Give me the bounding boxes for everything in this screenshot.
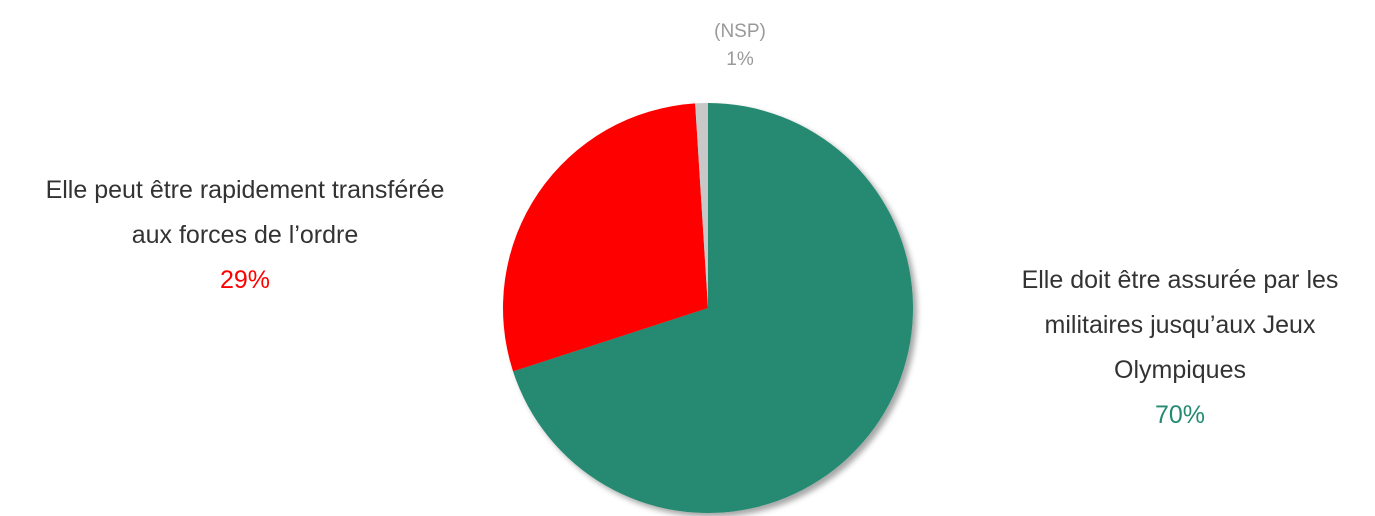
category-label: Elle doit être assurée par les militaire… — [1021, 266, 1339, 384]
value-label: 29% — [219, 266, 271, 294]
category-label: (NSP) — [714, 21, 766, 42]
value-label: 70% — [1154, 401, 1206, 429]
pie-slice — [502, 103, 708, 372]
slice-label: (NSP) 1% — [640, 18, 840, 74]
slice-label: Elle doit être assurée par les militaire… — [1000, 258, 1360, 438]
pie — [502, 103, 913, 513]
pie-slice — [513, 103, 913, 513]
value-label: 1% — [726, 49, 754, 70]
slice-label: Elle peut être rapidement transférée aux… — [35, 168, 455, 303]
pie-slice — [695, 103, 708, 308]
category-label: Elle peut être rapidement transférée aux… — [45, 176, 445, 249]
